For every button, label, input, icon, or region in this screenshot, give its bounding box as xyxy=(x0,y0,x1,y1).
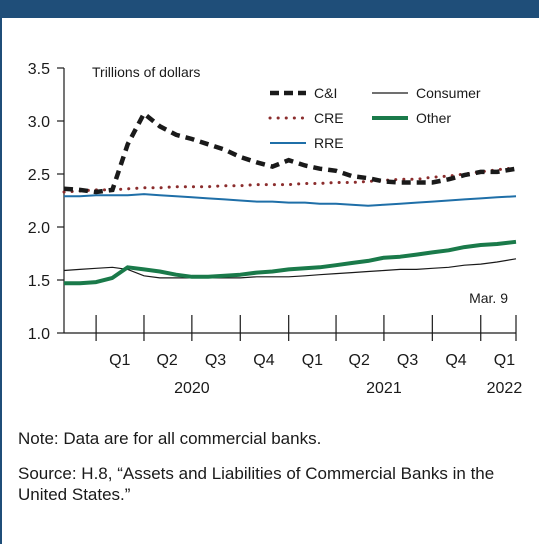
x-quarter-label: Q4 xyxy=(253,352,274,369)
source-text: Source: H.8, “Assets and Liabilities of … xyxy=(18,464,495,504)
x-year-label: 2021 xyxy=(366,380,402,397)
x-quarter-label: Q2 xyxy=(156,352,177,369)
x-year-label: 2022 xyxy=(487,380,523,397)
figure-top-bar xyxy=(0,0,539,18)
x-quarter-label: Q1 xyxy=(109,352,130,369)
x-quarter-label: Q1 xyxy=(494,352,515,369)
x-year-label: 2020 xyxy=(174,380,210,397)
legend-label-other: Other xyxy=(416,110,451,126)
figure-left-rule xyxy=(0,18,2,544)
y-tick-label: 2.5 xyxy=(28,167,50,184)
chart: 1.0 1.5 2.0 2.5 3.0 3.5 Trillions of dollars Q1… xyxy=(28,61,523,397)
x-quarter-label: Q1 xyxy=(302,352,323,369)
x-quarter-label: Q4 xyxy=(445,352,466,369)
x-quarter-label: Q3 xyxy=(205,352,226,369)
date-annotation: Mar. 9 xyxy=(469,290,508,306)
legend-label-rre: RRE xyxy=(314,135,344,151)
series-line-rre xyxy=(64,193,517,207)
y-tick-label: 2.0 xyxy=(28,220,50,237)
y-tick-label: 1.5 xyxy=(28,273,50,290)
series-line-other xyxy=(64,239,517,286)
series-line-consumer xyxy=(63,258,517,279)
y-tick-label: 3.0 xyxy=(28,114,50,131)
note-text: Note: Data are for all commercial banks. xyxy=(18,429,322,448)
series-line-ci xyxy=(63,110,517,195)
units-label: Trillions of dollars xyxy=(92,64,200,80)
legend-label-consumer: Consumer xyxy=(416,85,481,101)
y-tick-label: 1.0 xyxy=(28,326,50,343)
y-tick-label: 3.5 xyxy=(28,61,50,78)
legend-label-ci: C&I xyxy=(314,85,337,101)
legend-label-cre: CRE xyxy=(314,110,344,126)
x-quarter-label: Q2 xyxy=(349,352,370,369)
x-quarter-label: Q3 xyxy=(397,352,418,369)
figure-notes: Note: Data are for all commercial banks.… xyxy=(18,428,518,519)
